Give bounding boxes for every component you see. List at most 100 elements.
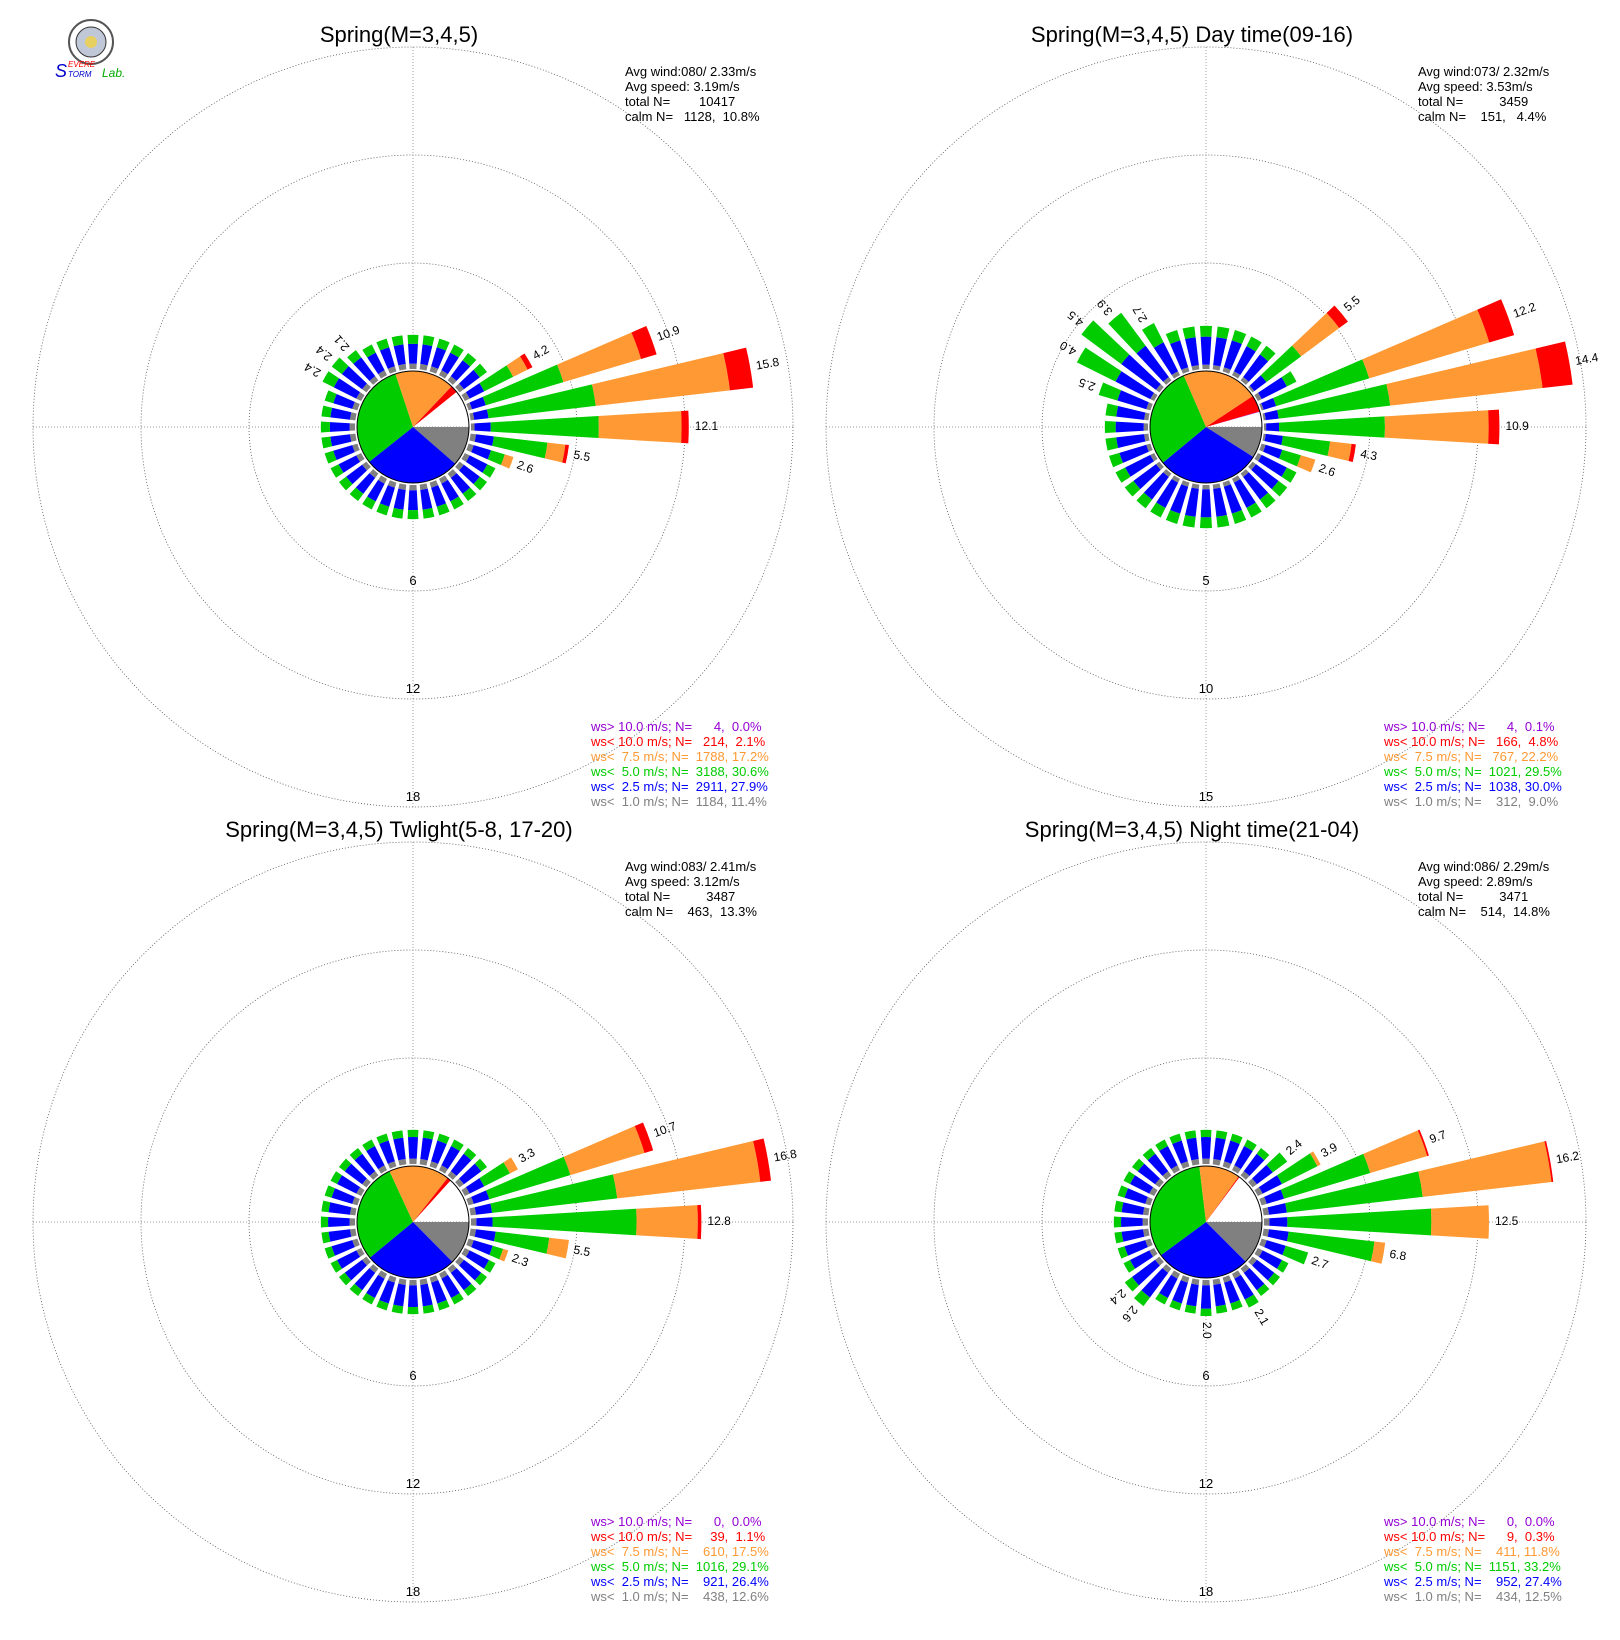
petal-label: 2.5 — [1076, 375, 1097, 394]
petal-segment — [455, 1178, 464, 1188]
petal-segment — [1244, 1294, 1259, 1308]
petal-segment — [398, 483, 407, 490]
petal-segment — [422, 507, 435, 519]
petal-segment — [562, 444, 569, 464]
petal-segment — [1116, 406, 1146, 420]
petal-segment — [465, 455, 488, 473]
chart-title: Spring(M=3,4,5) Twlight(5-8, 17-20) — [225, 817, 572, 842]
petal-segment — [438, 475, 448, 484]
stats-line: total N= 3459 — [1418, 94, 1528, 109]
petal-segment — [544, 442, 566, 463]
petal-segment — [369, 1171, 379, 1180]
petal-segment — [1200, 1137, 1212, 1159]
petal-segment — [1115, 421, 1144, 433]
petal-segment — [1231, 371, 1241, 379]
petal-segment — [1171, 1270, 1181, 1279]
petal-segment — [1264, 1189, 1285, 1204]
petal-segment — [1121, 1202, 1145, 1215]
petal-segment — [407, 1129, 419, 1138]
petal-segment — [391, 507, 404, 519]
petal-segment — [1252, 1259, 1275, 1281]
petal-label: 10.9 — [655, 323, 682, 344]
petal-segment — [469, 1228, 476, 1237]
petal-segment — [419, 1278, 428, 1285]
petal-segment — [1155, 384, 1164, 393]
logo-s: S — [55, 61, 67, 81]
petal-segment — [1124, 1276, 1140, 1292]
legend-entry: ws< 10.0 m/s; N= 39, 1.1% — [590, 1529, 766, 1544]
pie-slice — [369, 427, 456, 483]
petal-label: 9.7 — [1428, 1127, 1449, 1146]
petal-segment — [376, 503, 390, 516]
petal-segment — [450, 1268, 472, 1291]
petal-segment — [1143, 472, 1169, 500]
petal-segment — [376, 1300, 389, 1311]
legend-entry: ws< 7.5 m/s; N= 610, 17.5% — [590, 1544, 769, 1559]
petal-segment — [393, 1137, 406, 1161]
petal-segment — [1248, 385, 1255, 393]
petal-segment — [398, 1159, 407, 1166]
petal-segment — [344, 1163, 367, 1185]
petal-segment — [379, 1140, 395, 1164]
petal-segment — [462, 352, 477, 367]
petal-segment — [338, 476, 353, 491]
petal-label: 2.3 — [510, 1251, 531, 1270]
petal-segment — [1267, 1203, 1287, 1215]
petal-segment — [1254, 1247, 1263, 1257]
stats-line: calm N= 514, 14.8% — [1418, 904, 1550, 919]
pie-slice — [357, 1171, 413, 1258]
petal-segment — [455, 383, 464, 393]
petal-label: 12.5 — [1495, 1214, 1519, 1228]
petal-segment — [1163, 376, 1172, 385]
petal-segment — [409, 1279, 417, 1286]
pie-outline — [1149, 1165, 1263, 1279]
petal-segment — [499, 1248, 509, 1262]
petal-label: 4.5 — [1064, 308, 1086, 330]
petal-segment — [482, 364, 564, 406]
petal-segment — [1200, 1308, 1212, 1316]
petal-segment — [1202, 1279, 1210, 1286]
petal-segment — [479, 365, 514, 392]
petal-segment — [1231, 509, 1247, 524]
petal-segment — [1162, 1171, 1172, 1180]
petal-segment — [362, 1292, 375, 1305]
petal-segment — [352, 1196, 360, 1206]
petal-segment — [462, 487, 477, 502]
petal-segment — [1155, 1178, 1164, 1188]
petal-segment — [1108, 312, 1146, 354]
petal-segment — [1123, 1260, 1136, 1273]
petal-segment — [1186, 1137, 1199, 1161]
petal-segment — [366, 1274, 385, 1299]
petal-segment — [362, 344, 376, 358]
petal-segment — [438, 1270, 448, 1279]
petal-segment — [479, 1162, 510, 1187]
petal-segment — [1186, 1283, 1199, 1307]
petal-segment — [1182, 514, 1196, 528]
petal-label: 3.9 — [1094, 296, 1116, 318]
petal-segment — [520, 353, 533, 370]
petal-label: 5.5 — [1341, 293, 1363, 315]
petal-segment — [344, 1259, 367, 1281]
petal-segment — [328, 1202, 352, 1215]
petal-segment — [1145, 1196, 1153, 1206]
petal-segment — [1215, 1130, 1228, 1140]
petal-segment — [1159, 1274, 1178, 1299]
petal-segment — [328, 1216, 350, 1228]
petal-label: 2.4 — [1283, 1136, 1305, 1158]
petal-segment — [470, 423, 475, 431]
ring-label: 18 — [406, 1584, 420, 1599]
petal-segment — [322, 371, 340, 388]
petal-segment — [349, 1147, 363, 1161]
petal-segment — [1165, 330, 1181, 345]
petal-segment — [1119, 444, 1149, 463]
petal-segment — [1363, 1130, 1428, 1174]
petal-segment — [1169, 1300, 1182, 1311]
wind-rose-panel: 612184.210.915.812.15.52.62.42.42.1Sprin… — [32, 22, 794, 809]
stats-line: total N= 3471 — [1418, 889, 1528, 904]
petal-segment — [379, 1280, 395, 1304]
ring-label: 12 — [1199, 1476, 1213, 1491]
petal-segment — [1114, 1200, 1124, 1213]
petal-segment — [378, 370, 388, 379]
petal-segment — [324, 450, 337, 464]
